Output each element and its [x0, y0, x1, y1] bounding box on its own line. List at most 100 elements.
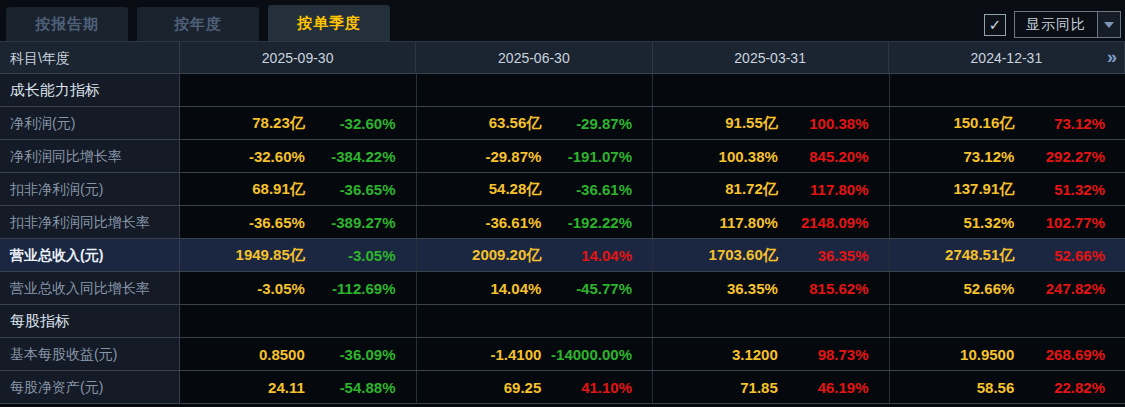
data-cell: 63.56亿-29.87%: [417, 107, 654, 139]
data-cell: 71.8546.19%: [653, 371, 890, 403]
tab-0[interactable]: 按报告期: [6, 7, 128, 41]
cell-value: 54.28亿: [417, 180, 542, 199]
data-cell: 137.91亿51.32%: [890, 173, 1125, 205]
row-label: 扣非净利润(元): [0, 173, 180, 205]
table-row[interactable]: 基本每股收益(元)0.8500-36.09%-1.4100-14000.00%3…: [0, 338, 1125, 371]
cell-value: 137.91亿: [890, 180, 1015, 199]
cell-value: 63.56亿: [417, 114, 542, 133]
table-row[interactable]: 扣非净利润同比增长率-36.65%-389.27%-36.61%-192.22%…: [0, 206, 1125, 239]
cell-yoy-change: -45.77%: [541, 280, 652, 297]
tab-1[interactable]: 按年度: [137, 7, 259, 41]
show-yoy-checkbox[interactable]: ✓: [984, 14, 1006, 36]
cell-yoy-change: 51.32%: [1014, 181, 1125, 198]
cell-value: -3.05%: [180, 280, 305, 297]
data-cell: -1.4100-14000.00%: [417, 338, 654, 370]
data-cell: 1949.85亿-3.05%: [180, 239, 417, 271]
check-icon: ✓: [989, 17, 1002, 32]
data-cell: -36.65%-389.27%: [180, 206, 417, 238]
cell-value: 100.38%: [653, 148, 778, 165]
data-cell: 14.04%-45.77%: [417, 272, 654, 304]
data-cell: 100.38%845.20%: [653, 140, 890, 172]
tab-2-active[interactable]: 按单季度: [268, 5, 390, 41]
data-cell: [417, 305, 654, 337]
data-cell: -29.87%-191.07%: [417, 140, 654, 172]
cell-yoy-change: 292.27%: [1014, 148, 1125, 165]
cell-value: 2009.20亿: [417, 246, 542, 265]
cell-yoy-change: -191.07%: [541, 148, 652, 165]
financial-quarterly-panel: 按报告期按年度按单季度 ✓ 显示同比 科目\年度 2025-09-302025-…: [0, 0, 1125, 407]
data-cell: [890, 74, 1125, 106]
data-cell: 2009.20亿14.04%: [417, 239, 654, 271]
row-label: 每股净资产(元): [0, 371, 180, 403]
data-cell: 10.9500268.69%: [890, 338, 1125, 370]
cell-yoy-change: -389.27%: [305, 214, 416, 231]
cell-yoy-change: 14.04%: [541, 247, 652, 264]
data-cell: 24.11-54.88%: [180, 371, 417, 403]
cell-yoy-change: 2148.09%: [778, 214, 889, 231]
more-columns-button[interactable]: »: [1107, 42, 1117, 75]
cell-yoy-change: -36.09%: [305, 346, 416, 363]
cell-value: 36.35%: [653, 280, 778, 297]
data-cell: [417, 74, 654, 106]
cell-value: 1949.85亿: [180, 246, 305, 265]
column-header-date-2: 2025-03-31: [653, 42, 889, 73]
cell-yoy-change: 41.10%: [541, 379, 652, 396]
yoy-mode-dropdown[interactable]: 显示同比: [1014, 11, 1121, 38]
cell-yoy-change: -32.60%: [305, 115, 416, 132]
data-cell: [890, 305, 1125, 337]
cell-value: 58.56: [890, 379, 1015, 396]
tab-bar: 按报告期按年度按单季度: [6, 5, 390, 41]
column-header-date-0: 2025-09-30: [180, 42, 416, 73]
cell-yoy-change: -29.87%: [541, 115, 652, 132]
cell-yoy-change: 100.38%: [778, 115, 889, 132]
cell-value: 0.8500: [180, 346, 305, 363]
table-row[interactable]: 营业总收入同比增长率-3.05%-112.69%14.04%-45.77%36.…: [0, 272, 1125, 305]
data-cell: 36.35%815.62%: [653, 272, 890, 304]
table-body: 成长能力指标净利润(元)78.23亿-32.60%63.56亿-29.87%91…: [0, 74, 1125, 404]
cell-yoy-change: -36.65%: [305, 181, 416, 198]
section-row[interactable]: 成长能力指标: [0, 74, 1125, 107]
data-cell: [653, 74, 890, 106]
data-cell: 52.66%247.82%: [890, 272, 1125, 304]
data-cell: [180, 305, 417, 337]
data-cell: 69.2541.10%: [417, 371, 654, 403]
table-header-row: 科目\年度 2025-09-302025-06-302025-03-312024…: [0, 41, 1125, 74]
cell-value: 10.9500: [890, 346, 1015, 363]
cell-yoy-change: -14000.00%: [541, 346, 652, 363]
cell-value: 3.1200: [653, 346, 778, 363]
cell-yoy-change: 117.80%: [778, 181, 889, 198]
table-row[interactable]: 净利润(元)78.23亿-32.60%63.56亿-29.87%91.55亿10…: [0, 107, 1125, 140]
data-cell: 51.32%102.77%: [890, 206, 1125, 238]
cell-value: 117.80%: [653, 214, 778, 231]
dropdown-arrow-button[interactable]: [1097, 12, 1120, 37]
cell-yoy-change: -192.22%: [541, 214, 652, 231]
row-label: 扣非净利润同比增长率: [0, 206, 180, 238]
yoy-controls: ✓ 显示同比: [984, 11, 1121, 38]
cell-yoy-change: 247.82%: [1014, 280, 1125, 297]
table-row[interactable]: 净利润同比增长率-32.60%-384.22%-29.87%-191.07%10…: [0, 140, 1125, 173]
cell-yoy-change: -54.88%: [305, 379, 416, 396]
data-cell: -3.05%-112.69%: [180, 272, 417, 304]
yoy-mode-selected: 显示同比: [1015, 12, 1097, 37]
cell-yoy-change: 22.82%: [1014, 379, 1125, 396]
table-row[interactable]: 每股净资产(元)24.11-54.88%69.2541.10%71.8546.1…: [0, 371, 1125, 404]
cell-value: -1.4100: [417, 346, 542, 363]
table-row[interactable]: 扣非净利润(元)68.91亿-36.65%54.28亿-36.61%81.72亿…: [0, 173, 1125, 206]
cell-yoy-change: 46.19%: [778, 379, 889, 396]
cell-value: -32.60%: [180, 148, 305, 165]
row-label: 成长能力指标: [0, 74, 180, 106]
cell-value: 51.32%: [890, 214, 1015, 231]
data-cell: [180, 74, 417, 106]
cell-yoy-change: 815.62%: [778, 280, 889, 297]
cell-yoy-change: 52.66%: [1014, 247, 1125, 264]
cell-value: 71.85: [653, 379, 778, 396]
data-cell: 1703.60亿36.35%: [653, 239, 890, 271]
section-row[interactable]: 每股指标: [0, 305, 1125, 338]
row-label: 净利润(元): [0, 107, 180, 139]
data-cell: 78.23亿-32.60%: [180, 107, 417, 139]
table-row[interactable]: 营业总收入(元)1949.85亿-3.05%2009.20亿14.04%1703…: [0, 239, 1125, 272]
cell-yoy-change: -36.61%: [541, 181, 652, 198]
cell-value: 68.91亿: [180, 180, 305, 199]
cell-yoy-change: 268.69%: [1014, 346, 1125, 363]
row-label: 基本每股收益(元): [0, 338, 180, 370]
